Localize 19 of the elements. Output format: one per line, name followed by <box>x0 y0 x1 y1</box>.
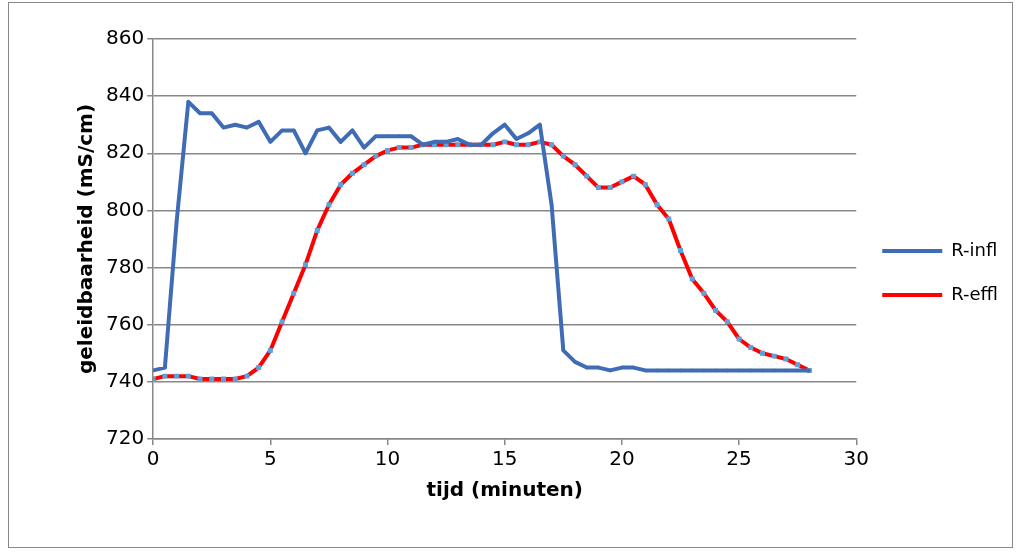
y-tick-label: 860 <box>105 25 145 50</box>
x-axis-title: tijd (minuten) <box>426 477 583 502</box>
y-tick-label: 800 <box>105 196 145 221</box>
y-tick-label: 780 <box>105 253 145 278</box>
y-tick-label: 740 <box>105 368 145 393</box>
x-tick-label: 25 <box>726 446 752 471</box>
legend-label: R-infl <box>951 238 998 260</box>
x-tick-label: 10 <box>374 446 401 471</box>
y-axis-title: geleidbaarheid (mS/cm) <box>73 103 98 375</box>
y-tick-label: 760 <box>105 310 145 335</box>
y-tick-label: 720 <box>105 425 145 450</box>
y-tick-label: 820 <box>105 139 145 164</box>
x-tick-label: 30 <box>843 446 869 471</box>
legend-label: R-effl <box>951 282 998 304</box>
x-tick-label: 20 <box>609 446 635 471</box>
y-tick-label: 840 <box>105 82 145 107</box>
x-tick-label: 5 <box>263 446 277 471</box>
x-tick-label: 15 <box>491 446 518 471</box>
x-tick-label: 0 <box>146 446 160 471</box>
